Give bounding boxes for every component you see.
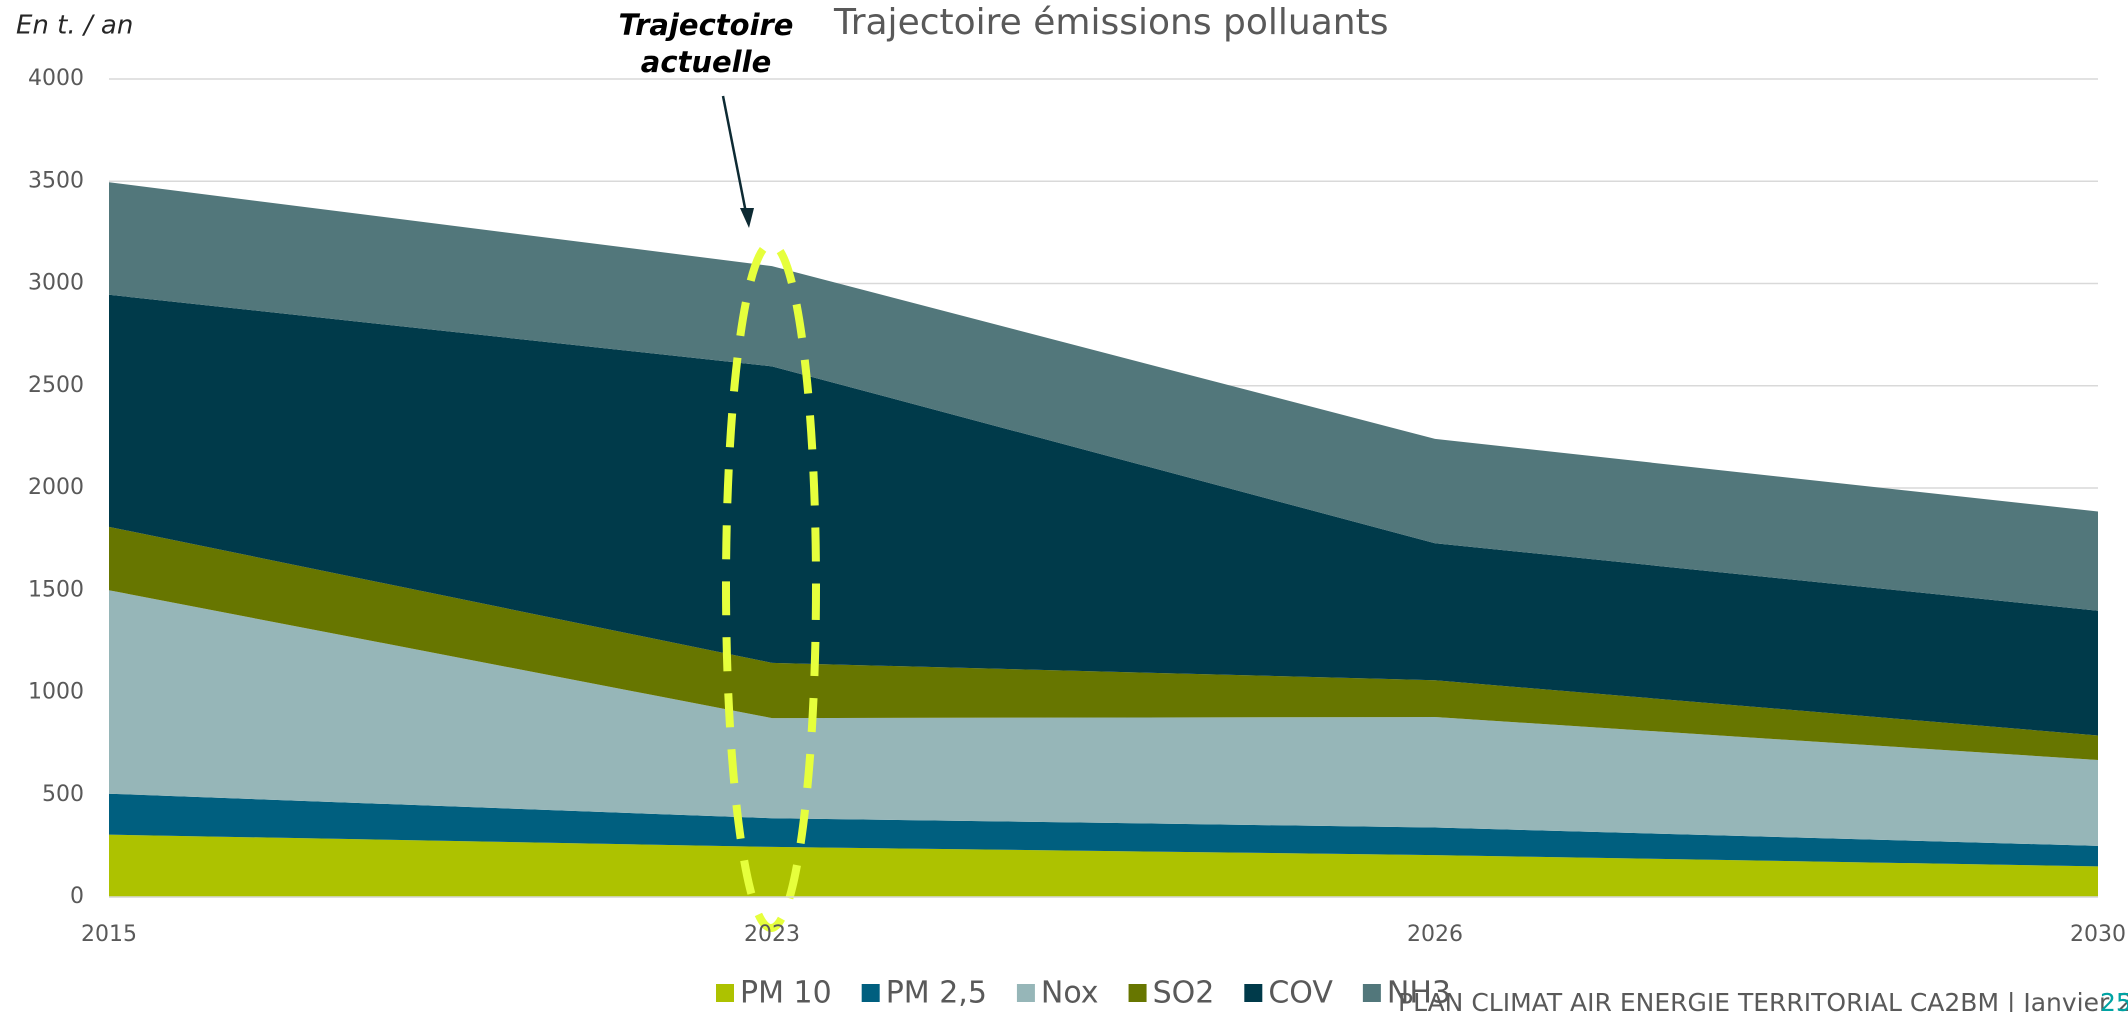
area [109, 834, 2098, 897]
y-tick-label: 1500 [28, 577, 84, 602]
legend-label: PM 10 [740, 976, 832, 1011]
y-tick-label: 500 [42, 782, 84, 807]
page-number: 25 [2100, 988, 2128, 1012]
annotation-line: actuelle [641, 45, 772, 79]
area [109, 793, 2098, 867]
legend-label: COV [1268, 976, 1333, 1011]
arrow-head [740, 208, 754, 228]
area [109, 294, 2098, 736]
x-tick-label: 2026 [1407, 922, 1463, 947]
y-tick-label: 3500 [28, 168, 84, 193]
annotation-line: Trajectoire [619, 8, 794, 42]
y-tick-label: 0 [70, 884, 84, 909]
y-tick-label: 2000 [28, 475, 84, 500]
legend-swatch [1016, 984, 1035, 1002]
y-axis-label: En t. / an [16, 11, 133, 41]
annotation: Trajectoire actuelle [619, 8, 794, 79]
chart-title: Trajectoire émissions polluants [833, 2, 1388, 43]
legend-label: NH3 [1387, 976, 1451, 1011]
footer: PLAN CLIMAT AIR ENERGIE TERRITORIAL CA2B… [1398, 988, 2128, 1012]
legend-swatch [1362, 984, 1381, 1002]
legend-swatch [1244, 984, 1263, 1002]
area [109, 590, 2098, 846]
x-tick-label: 2023 [744, 922, 800, 947]
area [109, 526, 2098, 760]
legend-swatch [716, 984, 734, 1002]
y-tick-label: 1000 [28, 680, 84, 705]
annotation-arrow [721, 95, 749, 219]
area [109, 182, 2098, 611]
legend-label: PM 2,5 [886, 976, 987, 1011]
legend-swatch [1128, 984, 1147, 1002]
x-tick-label: 2015 [81, 922, 137, 947]
highlight-ellipse [722, 240, 820, 932]
legend-label: SO2 [1153, 976, 1215, 1011]
y-tick-label: 2500 [28, 373, 84, 398]
legend-swatch [861, 984, 880, 1002]
y-tick-label: 4000 [28, 66, 84, 91]
legend-label: Nox [1041, 976, 1099, 1011]
x-tick-label: 2030 [2070, 922, 2126, 947]
y-tick-label: 3000 [28, 271, 84, 296]
plot-area [109, 78, 2098, 898]
